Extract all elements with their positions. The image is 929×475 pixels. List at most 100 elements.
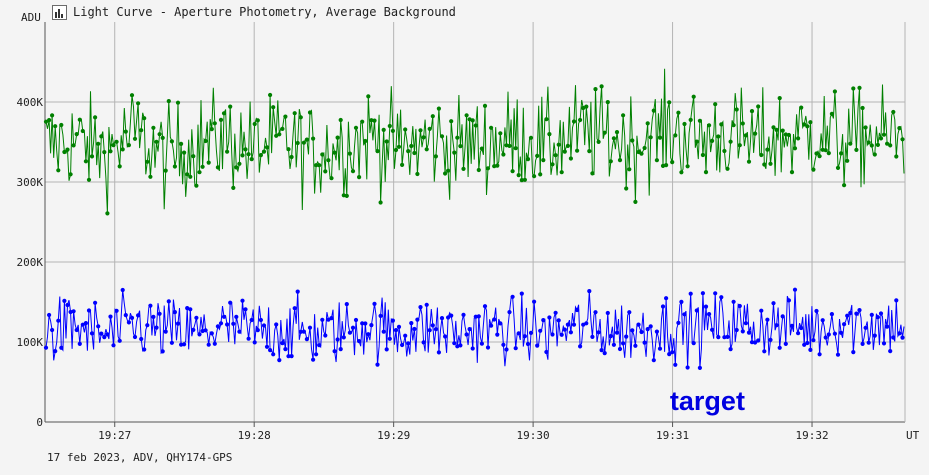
series-point [378,200,383,205]
series-point [734,107,739,112]
series-point [446,168,451,173]
series-point [77,117,82,122]
series-point [578,117,583,123]
series-point [651,108,656,113]
series-point [194,315,199,320]
series-point [151,125,156,130]
series-point [860,105,865,111]
series-point [154,139,159,144]
series-point [627,167,632,172]
series-point [264,145,270,150]
series-point [519,178,524,183]
series-point [452,150,457,155]
series-point [409,143,414,149]
series-point [59,122,64,128]
series-point [228,104,233,109]
series-point [406,149,411,154]
series-point [111,143,116,148]
series-point [243,147,248,152]
series-point [406,341,411,346]
series-point [857,85,862,90]
series-point [126,143,131,148]
series-point [393,328,399,333]
series-point [93,115,98,120]
series-point [854,311,859,316]
series-point [829,312,835,317]
series-point [578,344,583,349]
series-point [301,329,306,334]
footer-info: 17 feb 2023, ADV, QHY174-GPS [47,451,233,464]
series-point [301,140,306,145]
series-point [163,168,168,173]
series-point [774,127,779,132]
series-point [740,329,745,334]
series-point [799,105,804,110]
series-point [117,164,122,169]
series-point [872,152,877,157]
series-point [553,310,558,315]
series-point [676,110,681,115]
y-tick-label: 100K [17,336,44,349]
series-point [102,150,107,155]
series-point [433,327,438,332]
series-point [443,334,448,339]
series-point [172,310,177,315]
series-point [292,306,297,311]
series-point [660,304,666,309]
series-point [817,352,822,357]
series-point [885,324,890,329]
series-point [535,153,540,158]
series-point [593,87,598,92]
series-point [753,131,758,136]
series-point [722,148,727,154]
series-point [212,341,217,346]
series-point [688,291,693,296]
series-point [111,343,116,348]
series-point [575,148,580,153]
series-point [332,349,337,354]
series-point [114,139,119,144]
series-point [439,134,445,139]
series-point [344,193,349,198]
series-point [105,211,110,216]
series-point [722,335,727,340]
series-point [129,93,135,98]
series-point [53,349,58,354]
series-point [384,347,389,352]
series-point [289,154,294,160]
series-point [869,143,874,148]
series-point [590,334,595,339]
series-point [323,333,328,338]
series-point [894,298,899,303]
series-point [304,137,309,142]
series-point [614,330,620,335]
series-point [596,330,601,335]
series-point [710,327,715,332]
series-point [492,317,497,322]
series-point [673,362,678,367]
series-point [559,170,564,175]
series-point [314,352,319,357]
series-point [298,115,303,120]
series-point [464,113,469,118]
series-point [240,298,245,303]
series-point [878,136,884,141]
light-curve-app-icon[interactable] [52,4,67,20]
series-point [746,330,752,335]
series-point [796,136,801,141]
series-point [188,174,193,179]
series-point [513,346,518,351]
series-point [132,136,138,141]
series-point [617,158,623,163]
series-point [264,344,270,349]
series-point [400,162,405,167]
series-point [188,307,193,312]
series-point [851,86,856,91]
series-point [688,117,693,122]
series-point [461,166,466,171]
series-point [504,347,509,352]
x-axis-unit-label: UT [906,429,920,442]
series-point [642,145,647,151]
series-point [857,308,862,313]
